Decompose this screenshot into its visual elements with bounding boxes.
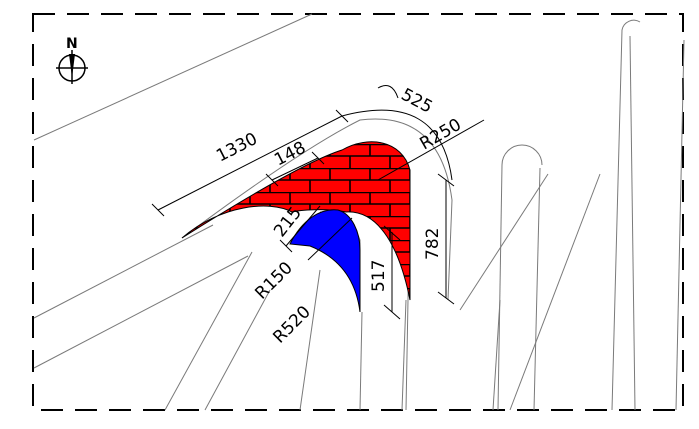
dim-r520-label: R520	[269, 302, 314, 347]
dim-r250-label: R250	[417, 115, 465, 154]
dimension-lines	[151, 85, 485, 320]
drawing-border	[32, 13, 684, 411]
dim-517-label: 517	[369, 260, 389, 292]
blue-surface-area	[289, 209, 361, 313]
north-label: N	[66, 36, 78, 52]
brick-paving-area	[181, 141, 411, 301]
north-arrow-icon: N	[56, 36, 88, 84]
road-lines	[33, 13, 685, 411]
dim-782-label: 782	[423, 228, 443, 260]
dim-r150-label: R150	[251, 258, 296, 303]
dim-148-label: 148	[271, 138, 309, 171]
